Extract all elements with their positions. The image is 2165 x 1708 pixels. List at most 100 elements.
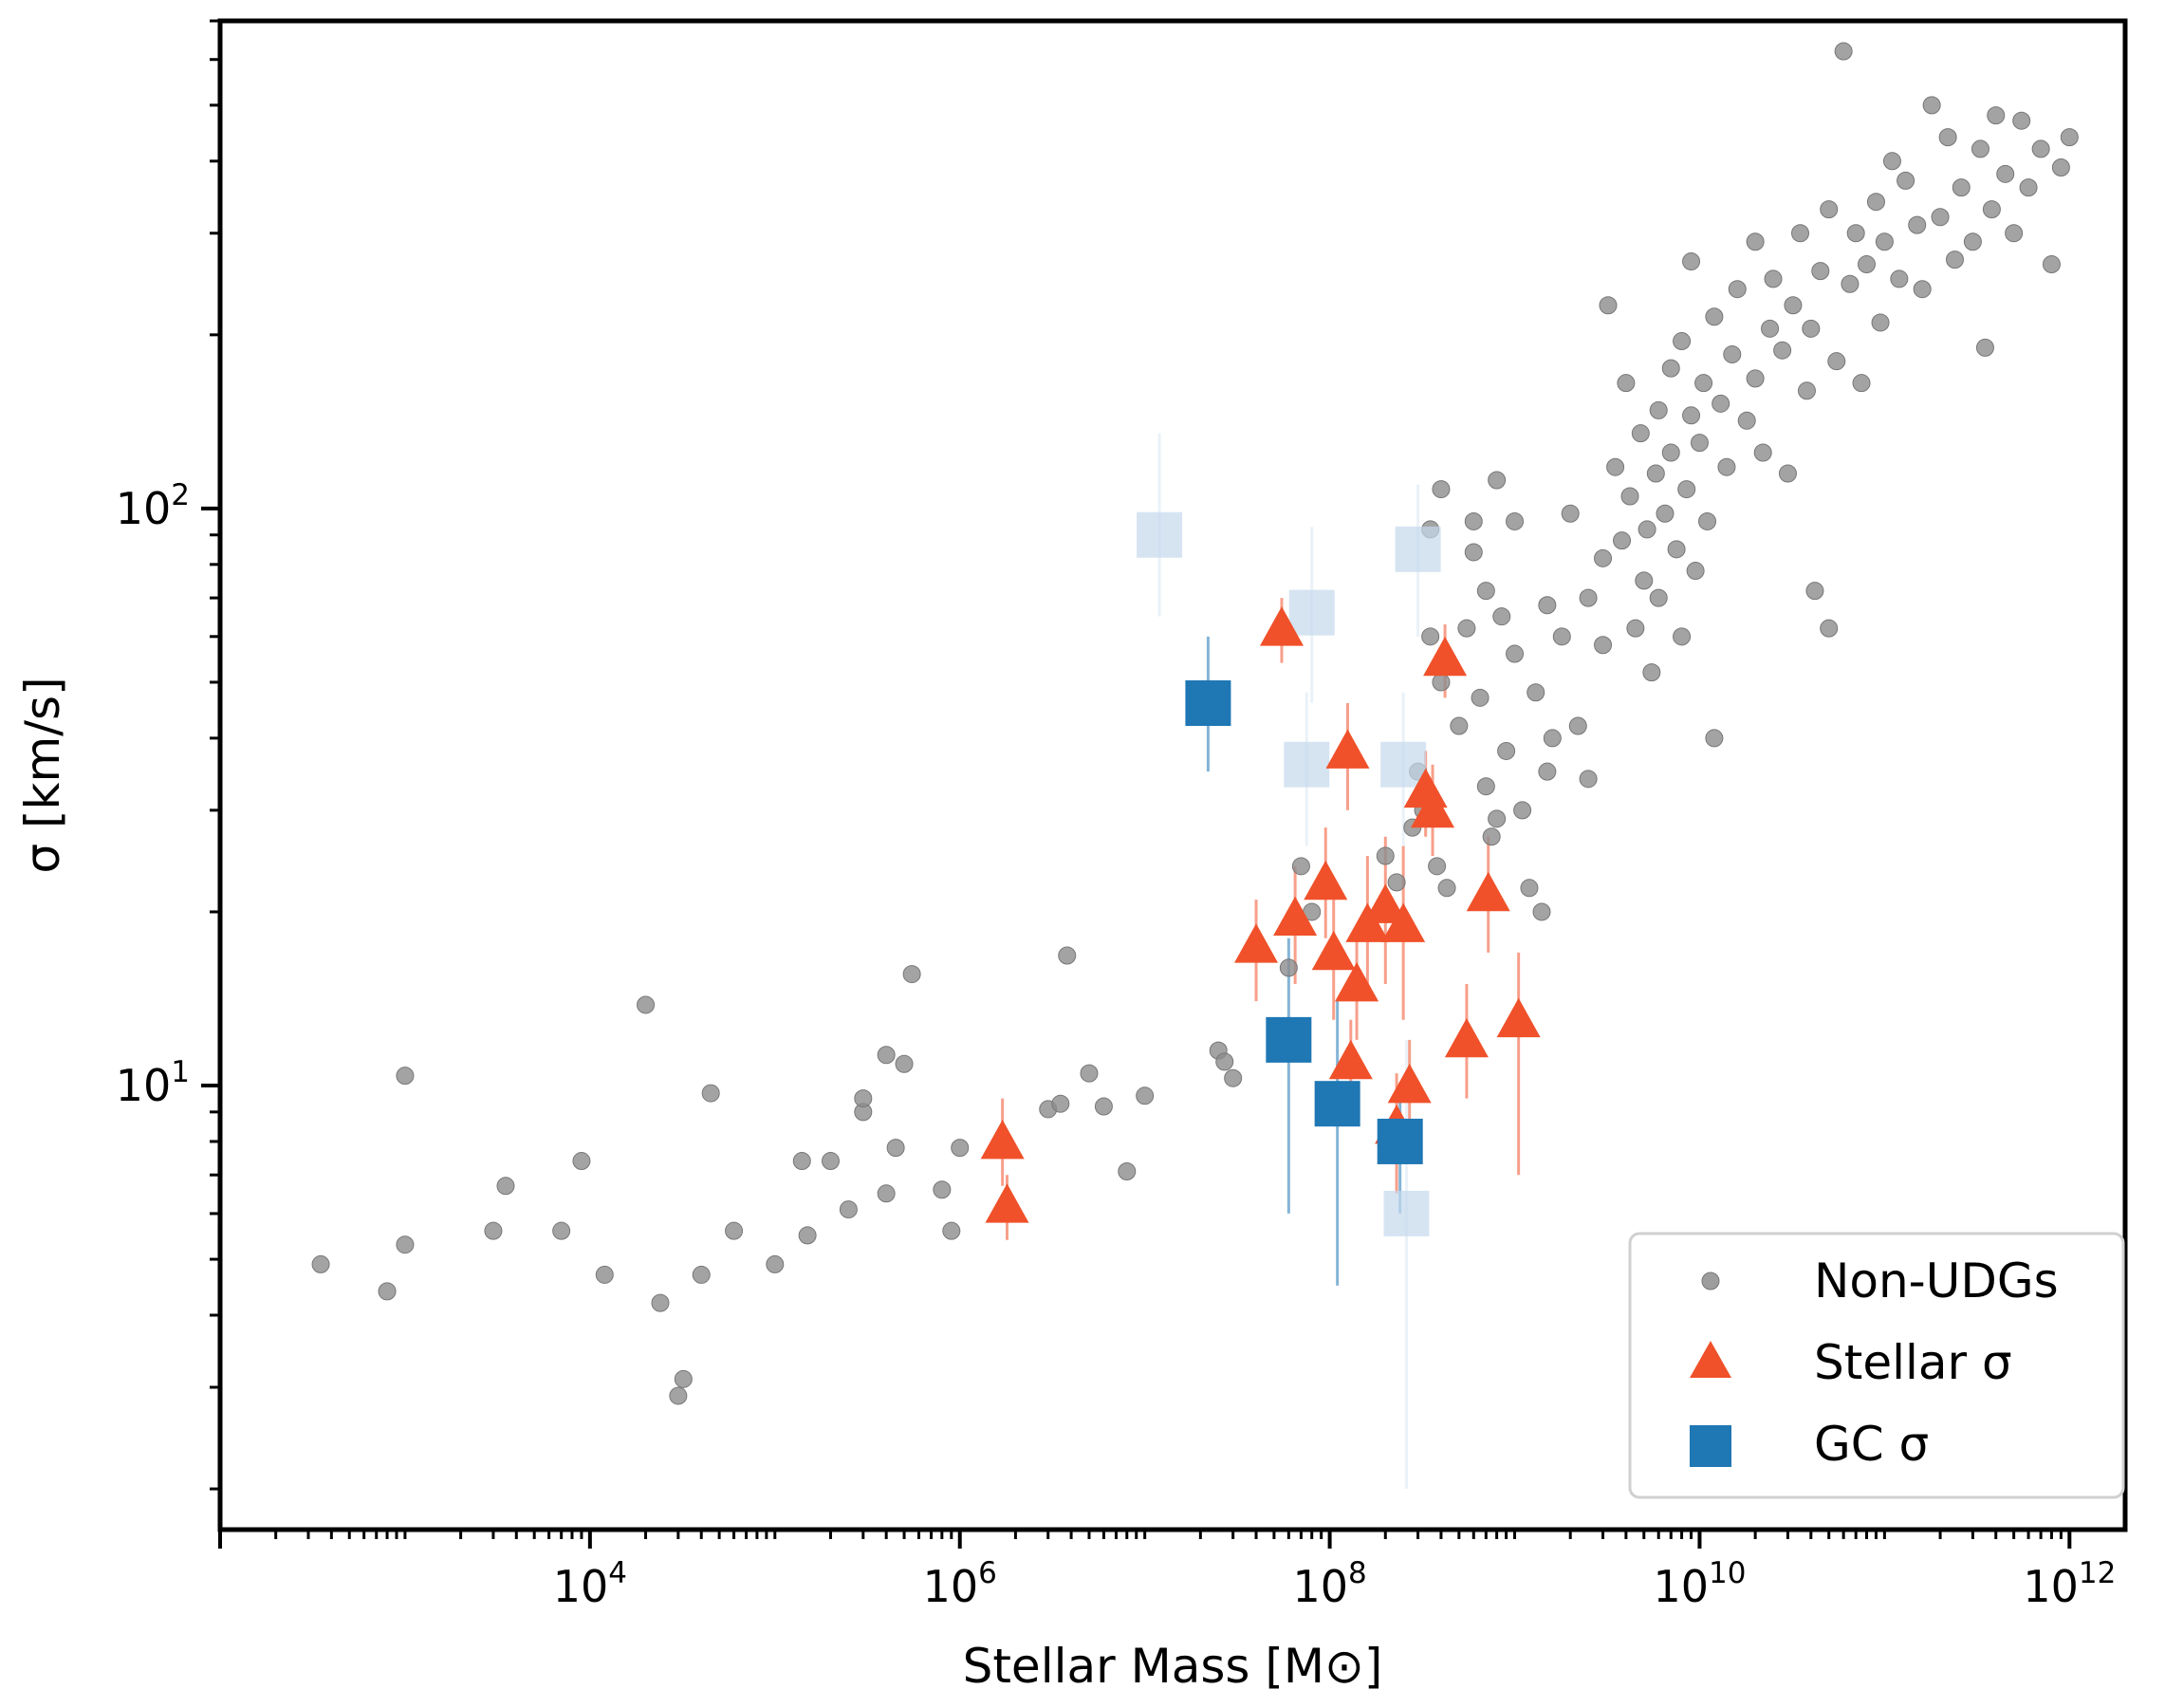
gc-sigma-point-faded [1380,741,1427,788]
non-udg-point [877,1046,896,1065]
non-udg-point [1094,1097,1113,1116]
non-udg-point [669,1386,688,1405]
non-udg-point [1482,827,1501,846]
legend-label-non-udgs: Non-UDGs [1814,1253,2059,1309]
stellar-sigma-point [980,1119,1025,1160]
non-udg-point [1464,511,1483,530]
non-udg-point [1538,762,1557,781]
non-udg-point [674,1369,693,1388]
non-udg-point [2005,224,2024,243]
stellar-sigma-point [1387,1064,1432,1104]
non-udg-point [1737,411,1756,430]
non-udg-point [1764,269,1783,288]
non-udg-point [1963,232,1982,251]
x-tick-label: 1010 [1653,1556,1746,1612]
non-udg-point [1773,341,1792,360]
non-udg-point [1620,487,1639,506]
stellar-sigma-point [1259,606,1304,646]
non-udg-point [1746,232,1765,251]
non-udg-point [1432,480,1451,499]
non-udg-point [1834,42,1853,61]
stellar-sigma-point [1273,896,1318,937]
non-udg-point [1506,644,1525,663]
non-udg-point [1552,627,1571,646]
non-udg-point [1728,280,1747,299]
non-udg-point [1376,846,1395,865]
non-udg-point [1890,269,1909,288]
non-udg-point [1613,531,1632,550]
non-udg-point [1080,1064,1099,1083]
non-udg-point [1520,879,1539,898]
non-udg-point [1532,902,1551,921]
non-udg-point [1428,857,1447,876]
gc-sigma-point [1266,1016,1312,1063]
non-udg-point [725,1221,744,1240]
non-udg-point [1761,319,1780,338]
non-udg-point [1457,619,1476,638]
non-udg-point [1118,1161,1137,1180]
non-udg-point [637,995,656,1014]
legend-marker-stellar [1690,1341,1731,1378]
non-udg-point [1922,96,1941,115]
non-udg-point [1215,1052,1234,1071]
non-udg-point [902,965,921,984]
non-udg-point [1661,359,1680,378]
gc-sigma-point [1185,679,1231,726]
non-udg-point [821,1152,840,1171]
y-axis-title: σ [km/s] [15,677,70,873]
non-udg-point [895,1054,914,1073]
non-udg-point [1975,338,1994,357]
non-udg-point [1827,352,1846,371]
non-udg-point [1746,369,1765,388]
non-udg-point [1820,200,1839,219]
non-udg-point [1579,770,1598,789]
non-udg-point [1594,548,1613,567]
non-udg-point [396,1067,415,1086]
non-udg-point [1527,683,1545,702]
non-udg-point [1617,374,1636,393]
non-udg-point [1606,457,1625,476]
non-udg-point [1631,424,1650,443]
non-udg-point [1875,232,1894,251]
non-udg-point [1673,332,1692,351]
x-tick-label: 106 [923,1556,997,1612]
non-udg-point [1667,540,1686,559]
non-udg-point [1488,471,1507,490]
non-udg-point [798,1226,817,1245]
non-udg-point [1646,464,1665,483]
non-udg-point [311,1254,330,1273]
non-udg-point [1686,562,1705,581]
non-udg-point [1690,434,1709,453]
non-udg-point [766,1254,785,1273]
gc-sigma-point-faded [1395,526,1441,572]
non-udg-point [1476,777,1495,796]
non-udg-point [1694,374,1713,393]
gc-sigma-point-faded [1137,511,1183,558]
stellar-sigma-point [1304,860,1348,900]
non-udg-point [1913,280,1932,299]
non-udg-point [1802,319,1821,338]
non-udg-point [1705,729,1724,748]
non-udg-point [1791,224,1810,243]
non-udg-point [854,1089,873,1108]
non-udg-point [1952,178,1971,197]
non-udg-point [1538,596,1557,615]
non-udg-point [1857,255,1876,274]
non-udg-point [651,1293,670,1312]
non-udg-point [1291,857,1310,876]
non-udg-point [1476,582,1495,601]
stellar-sigma-point [1328,1039,1373,1080]
non-udg-point [701,1084,720,1103]
tick-labels: 104 106 108 1010 1012 101 102 [116,478,2117,1612]
non-udg-point [951,1139,970,1158]
stellar-sigma-point [1234,923,1279,963]
non-udg-point [552,1221,571,1240]
x-axis-title: Stellar Mass [M⊙] [963,1639,1383,1694]
non-udg-point [1778,464,1797,483]
non-udg-point [1971,139,1989,158]
non-udg-point [1638,520,1656,539]
axis-ticks [201,19,2072,1549]
non-udg-point [2031,139,2050,158]
stellar-sigma-point [1311,930,1356,971]
